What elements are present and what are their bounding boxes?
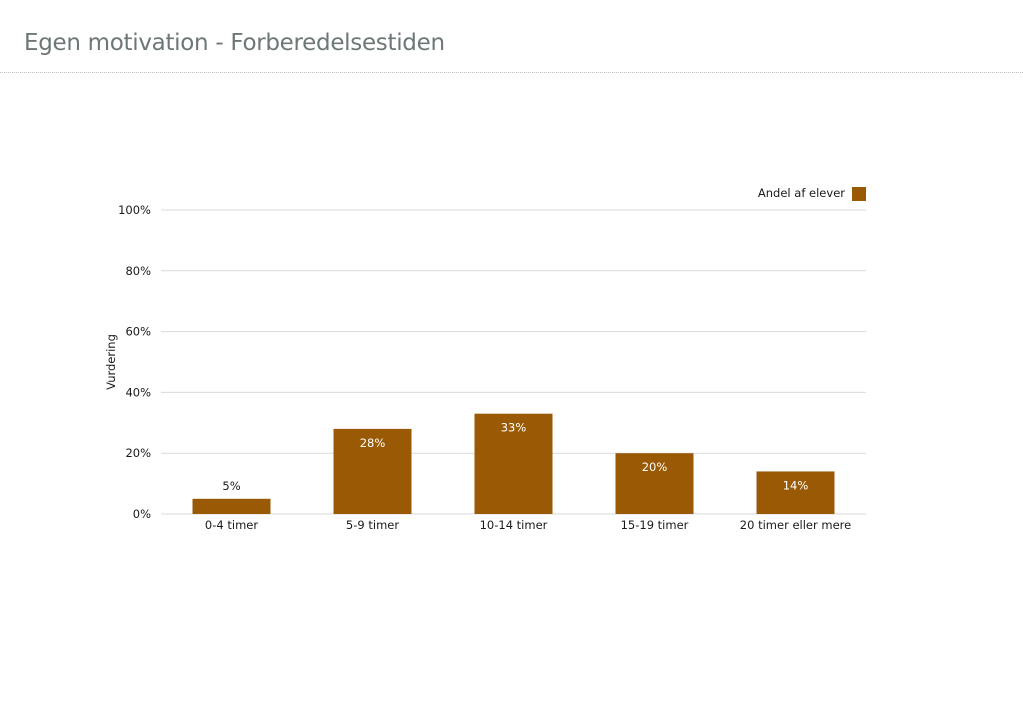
bar (192, 498, 271, 514)
bar-data-label: 33% (501, 421, 527, 435)
bar-data-label: 14% (783, 478, 809, 492)
x-category-label: 5-9 timer (346, 518, 399, 532)
x-category-label: 20 timer eller mere (740, 518, 851, 532)
x-category-label: 0-4 timer (205, 518, 258, 532)
y-tick-label: 20% (125, 446, 151, 460)
x-category-label: 15-19 timer (621, 518, 689, 532)
bar-data-label: 20% (642, 460, 668, 474)
y-tick-label: 80% (125, 264, 151, 278)
y-tick-label: 100% (118, 203, 151, 217)
bar-data-label: 28% (360, 436, 386, 450)
y-tick-label: 60% (125, 325, 151, 339)
y-tick-labels: 0% 20% 40% 60% 80% 100% (118, 203, 151, 521)
bar (333, 428, 412, 514)
legend-label: Andel af elever (758, 186, 845, 200)
bar-data-labels: 5% 28% 33% 20% 14% (222, 421, 808, 493)
x-category-label: 10-14 timer (480, 518, 548, 532)
bar (615, 453, 694, 514)
legend-swatch (852, 187, 866, 201)
bar (756, 471, 835, 514)
title-divider (0, 72, 1023, 73)
bar-data-label: 5% (222, 479, 240, 493)
legend: Andel af elever (758, 186, 866, 201)
page-title: Egen motivation - Forberedelsestiden (24, 30, 445, 56)
y-tick-label: 0% (133, 507, 151, 521)
bar (474, 413, 553, 514)
y-tick-label: 40% (125, 385, 151, 399)
bars (192, 413, 835, 514)
y-axis-title: Vurdering (104, 334, 118, 390)
x-category-labels: 0-4 timer 5-9 timer 10-14 timer 15-19 timer… (205, 518, 851, 532)
